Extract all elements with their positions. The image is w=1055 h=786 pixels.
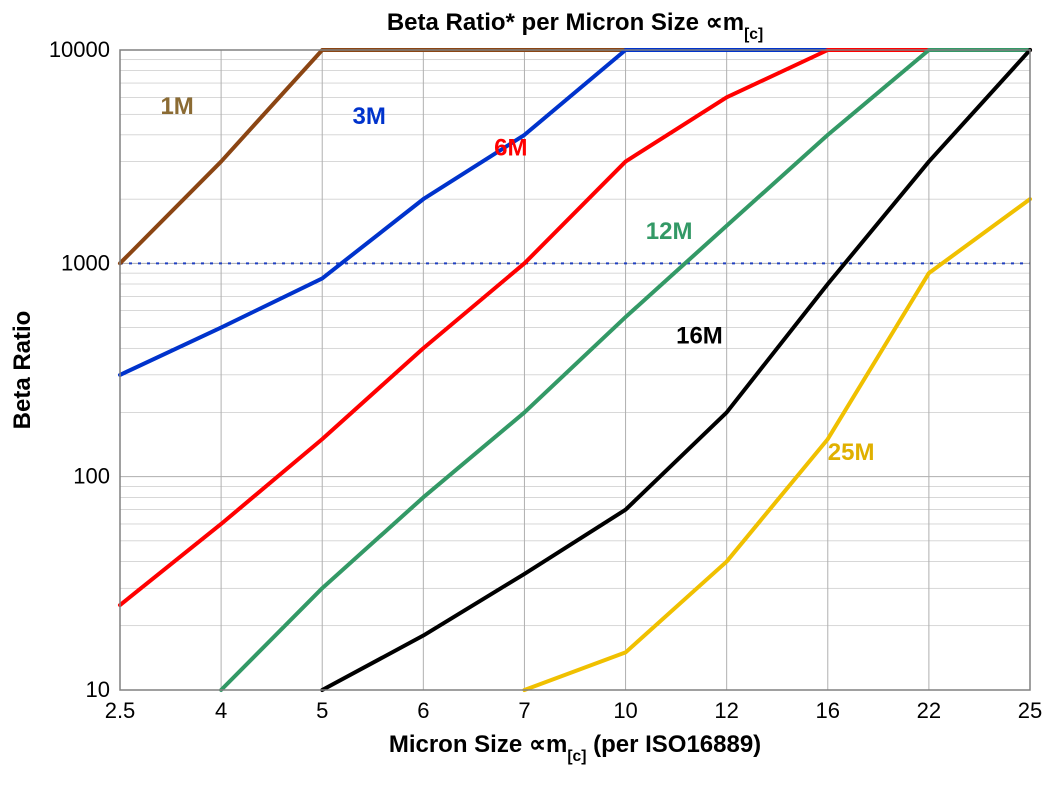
x-tick-label: 10 xyxy=(613,698,637,723)
series-label-3M: 3M xyxy=(353,103,386,130)
chart-title: Beta Ratio* per Micron Size ∝m[c] xyxy=(387,9,763,43)
x-tick-label: 25 xyxy=(1018,698,1042,723)
chart-svg: 2.545671012162225101001000100001M3M6M12M… xyxy=(0,0,1055,781)
x-axis-label: Micron Size ∝m[c] (per ISO16889) xyxy=(389,731,761,765)
x-tick-label: 4 xyxy=(215,698,227,723)
plot-area xyxy=(120,50,1030,690)
y-tick-label: 10000 xyxy=(49,37,110,62)
y-tick-label: 10 xyxy=(86,677,110,702)
series-label-1M: 1M xyxy=(160,93,193,120)
x-tick-label: 5 xyxy=(316,698,328,723)
series-label-6M: 6M xyxy=(494,135,527,162)
y-tick-label: 1000 xyxy=(61,250,110,275)
y-axis-label: Beta Ratio xyxy=(9,311,36,430)
x-tick-label: 22 xyxy=(917,698,941,723)
x-tick-label: 6 xyxy=(417,698,429,723)
x-tick-label: 7 xyxy=(518,698,530,723)
x-tick-label: 16 xyxy=(816,698,840,723)
beta-ratio-chart: 2.545671012162225101001000100001M3M6M12M… xyxy=(0,0,1055,781)
series-label-12M: 12M xyxy=(646,218,693,245)
series-label-16M: 16M xyxy=(676,323,723,350)
x-tick-label: 12 xyxy=(714,698,738,723)
series-label-25M: 25M xyxy=(828,439,875,466)
y-tick-label: 100 xyxy=(73,464,110,489)
